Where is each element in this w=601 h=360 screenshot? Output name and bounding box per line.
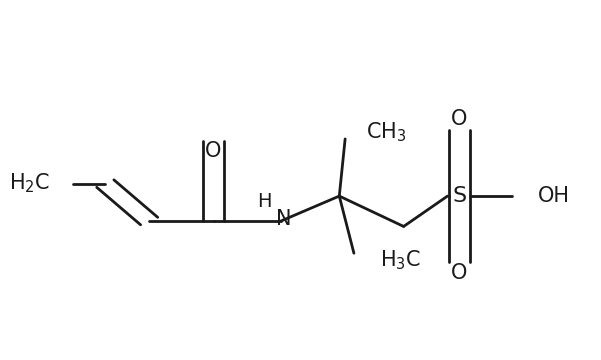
Text: OH: OH [538,186,570,206]
Text: H$_3$C: H$_3$C [380,248,421,272]
Text: H$_2$C: H$_2$C [8,172,50,195]
Text: O: O [451,109,468,129]
Text: O: O [206,141,222,161]
Text: O: O [451,263,468,283]
Text: H: H [257,192,272,211]
Text: CH$_3$: CH$_3$ [365,120,406,144]
Text: S: S [452,186,466,206]
Text: N: N [276,209,291,229]
